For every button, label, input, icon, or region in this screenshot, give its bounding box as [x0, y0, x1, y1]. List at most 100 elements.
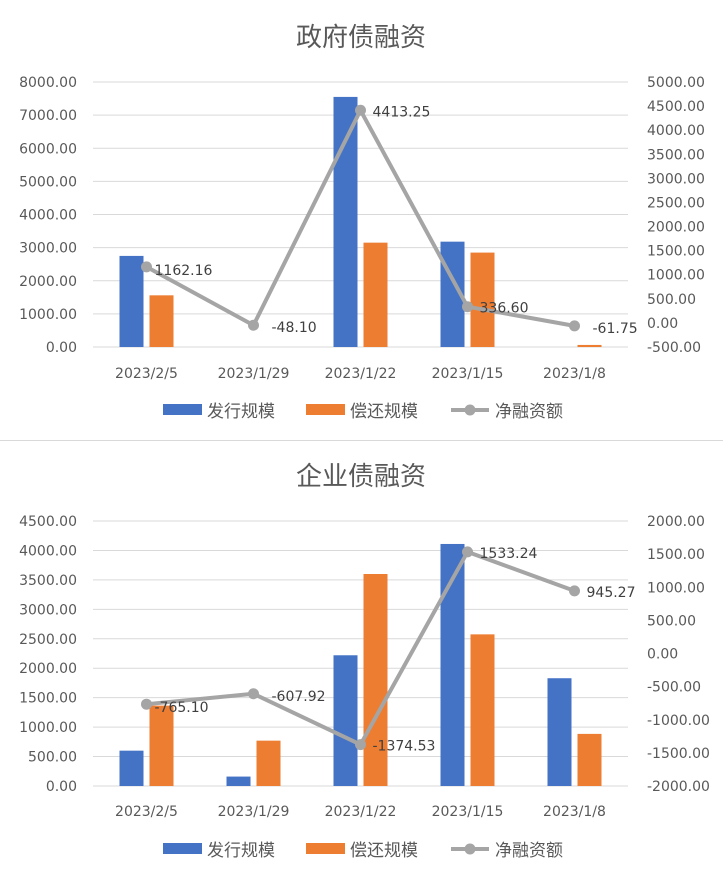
- y-right-tick-label: 0.00: [647, 647, 678, 663]
- y-right-tick-label: -500.00: [647, 680, 701, 696]
- y-left-tick-label: 4500.00: [19, 514, 77, 530]
- y-left-tick-label: 2000.00: [19, 661, 77, 677]
- y-right-tick-label: 500.00: [647, 292, 696, 308]
- y-right-tick-label: 1500.00: [647, 244, 705, 260]
- y-right-tick-label: 4000.00: [647, 123, 705, 139]
- bar-issuance: [333, 96, 358, 347]
- bar-issuance: [119, 255, 144, 347]
- government-bond-financing-chart: 政府债融资 0.00 1000.00 2000.00 3000.00 4000.00 50…: [0, 0, 723, 441]
- y-left-tick-label: 1000.00: [19, 720, 77, 736]
- x-tick-label: 2023/1/29: [218, 804, 290, 820]
- point-net-financing: [248, 319, 259, 331]
- line-net-financing: [146, 549, 576, 747]
- y-left-tick-label: 500.00: [28, 750, 77, 766]
- y-left-tick-label: 3000.00: [19, 241, 77, 257]
- y-right-tick-label: 2000.00: [647, 514, 705, 530]
- data-label-net-financing: 336.60: [480, 301, 529, 317]
- y-left-tick-label: 0.00: [46, 340, 77, 356]
- legend-marker-net: [464, 843, 476, 855]
- y-right-tick-label: 0.00: [647, 316, 678, 332]
- x-tick-label: 2023/1/22: [325, 366, 397, 382]
- bar-repayment: [577, 344, 602, 347]
- point-net-financing: [569, 585, 580, 597]
- x-tick-label: 2023/2/5: [115, 366, 178, 382]
- bar-repayment: [577, 733, 602, 786]
- y-left-tick-label: 4000.00: [19, 543, 77, 559]
- x-tick-label: 2023/1/15: [432, 804, 504, 820]
- y-left-tick-label: 6000.00: [19, 141, 77, 157]
- y-left-tick-label: 3500.00: [19, 573, 77, 589]
- data-label-net-financing: 1162.16: [155, 263, 213, 279]
- y-right-tick-label: 3000.00: [647, 171, 705, 187]
- y-right-tick-label: 1000.00: [647, 580, 705, 596]
- y-left-tick-label: 7000.00: [19, 108, 77, 124]
- x-tick-label: 2023/2/5: [115, 804, 178, 820]
- y-right-tick-label: 2500.00: [647, 195, 705, 211]
- y-right-tick-label: 4500.00: [647, 99, 705, 115]
- y-right-tick-label: 2000.00: [647, 220, 705, 236]
- chart-svg-government: 政府债融资 0.00 1000.00 2000.00 3000.00 4000.00 50…: [19, 23, 705, 422]
- point-net-financing: [355, 739, 366, 751]
- y-left-tick-label: 8000.00: [19, 75, 77, 91]
- data-label-net-financing: -765.10: [155, 700, 209, 716]
- legend-label-repayment: 偿还规模: [350, 841, 418, 861]
- x-tick-label: 2023/1/15: [432, 366, 504, 382]
- legend-label-net: 净融资额: [495, 841, 563, 861]
- bar-repayment: [470, 634, 495, 786]
- y-left-tick-label: 4000.00: [19, 208, 77, 224]
- y-left-tick-label: 3000.00: [19, 602, 77, 618]
- data-label-net-financing: 4413.25: [373, 104, 431, 120]
- data-label-net-financing: -61.75: [593, 321, 638, 337]
- point-net-financing: [569, 320, 580, 332]
- bar-issuance: [440, 543, 465, 786]
- bar-issuance: [119, 750, 144, 786]
- point-net-financing: [141, 698, 152, 710]
- bar-repayment: [470, 252, 495, 347]
- y-left-tick-label: 1000.00: [19, 307, 77, 323]
- y-right-tick-label: -1000.00: [647, 713, 710, 729]
- y-right-tick-label: 500.00: [647, 613, 696, 629]
- bar-repayment: [149, 705, 174, 786]
- point-net-financing: [248, 688, 259, 700]
- point-net-financing: [462, 301, 473, 313]
- legend-label-issuance: 发行规模: [207, 841, 275, 861]
- legend-label-net: 净融资额: [495, 402, 563, 422]
- legend-swatch-repayment: [306, 843, 345, 854]
- chart-svg-enterprise: 企业债融资 0.00 500.00 1000.00 1500.00 2000.00 250…: [19, 462, 710, 861]
- x-tick-label: 2023/1/8: [543, 804, 606, 820]
- point-net-financing: [462, 546, 473, 558]
- bar-repayment: [363, 574, 388, 786]
- y-left-tick-label: 1500.00: [19, 691, 77, 707]
- data-label-net-financing: -1374.53: [373, 739, 436, 755]
- bar-repayment: [149, 295, 174, 347]
- point-net-financing: [355, 104, 366, 116]
- bar-issuance: [333, 655, 358, 786]
- bar-issuance: [547, 678, 572, 786]
- chart-title: 企业债融资: [296, 462, 426, 492]
- legend-swatch-repayment: [306, 404, 345, 415]
- x-tick-label: 2023/1/22: [325, 804, 397, 820]
- y-left-tick-label: 5000.00: [19, 174, 77, 190]
- y-left-tick-label: 0.00: [46, 779, 77, 795]
- y-right-tick-label: -2000.00: [647, 779, 710, 795]
- data-label-net-financing: -48.10: [272, 320, 317, 336]
- legend-marker-net: [464, 404, 476, 416]
- y-right-tick-label: -500.00: [647, 340, 701, 356]
- chart-title: 政府债融资: [296, 23, 426, 53]
- y-left-tick-label: 2000.00: [19, 274, 77, 290]
- y-right-tick-label: 5000.00: [647, 75, 705, 91]
- legend-label-repayment: 偿还规模: [350, 402, 418, 422]
- data-label-net-financing: 945.27: [587, 585, 636, 601]
- point-net-financing: [141, 261, 152, 273]
- enterprise-bond-financing-chart: 企业债融资 0.00 500.00 1000.00 1500.00 2000.00 250…: [0, 441, 723, 883]
- bar-repayment: [256, 740, 281, 786]
- x-tick-label: 2023/1/8: [543, 366, 606, 382]
- line-net-financing: [145, 108, 575, 328]
- data-label-net-financing: 1533.24: [480, 546, 538, 562]
- y-right-tick-label: 1500.00: [647, 547, 705, 563]
- bar-issuance: [226, 776, 251, 786]
- legend-label-issuance: 发行规模: [207, 402, 275, 422]
- legend-swatch-issuance: [163, 404, 202, 415]
- y-left-tick-label: 2500.00: [19, 632, 77, 648]
- data-label-net-financing: -607.92: [272, 689, 326, 705]
